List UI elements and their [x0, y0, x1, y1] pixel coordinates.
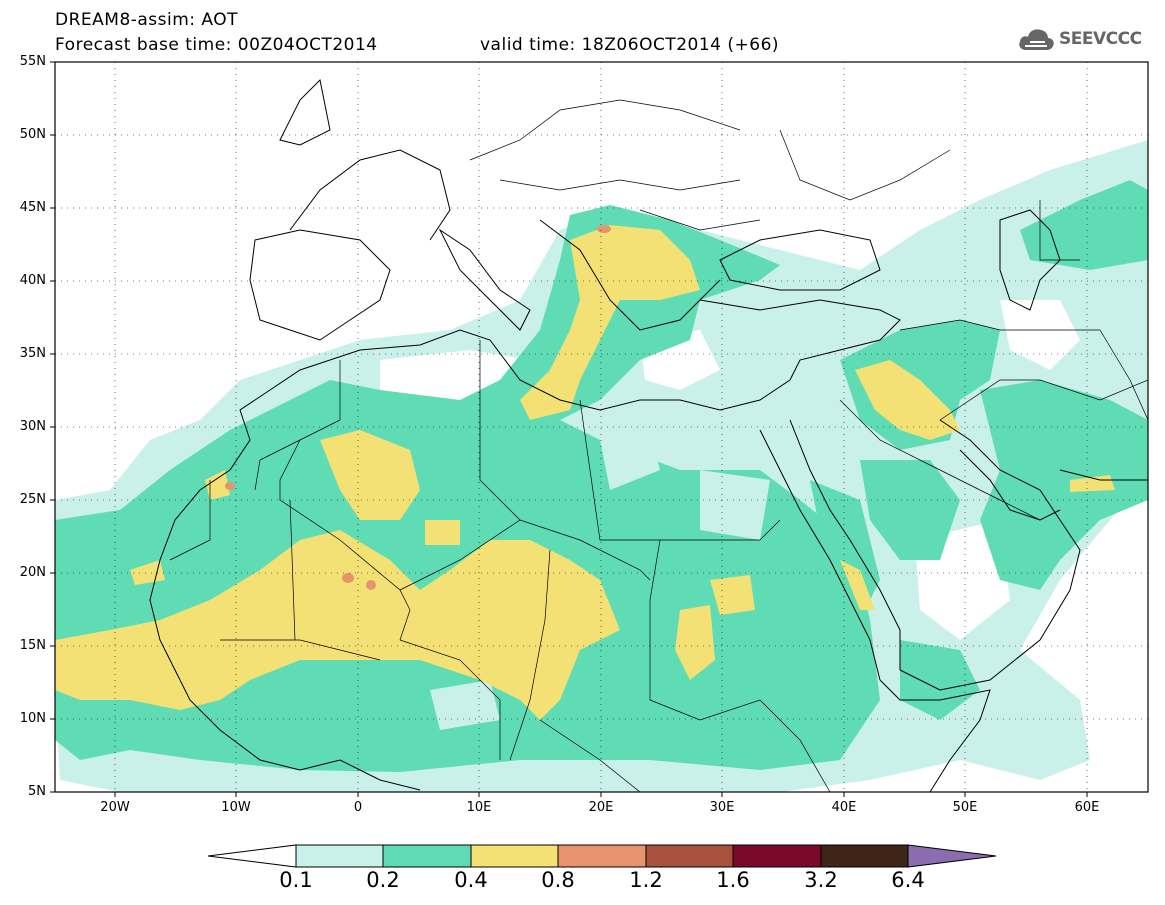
- lon-label: 10E: [466, 800, 492, 815]
- colorbar-label: 0.4: [454, 868, 488, 892]
- lat-label: 25N: [19, 492, 46, 507]
- lat-label: 45N: [19, 200, 46, 215]
- aot-level-0.4: [55, 225, 1115, 720]
- lon-label: 20E: [588, 800, 614, 815]
- valid-time: valid time: 18Z06OCT2014 (+66): [480, 35, 780, 55]
- borders: [169, 99, 1148, 792]
- lon-label: 20W: [100, 800, 130, 815]
- cloud-icon: [1019, 29, 1054, 50]
- lat-label: 5N: [28, 784, 46, 799]
- lat-label: 15N: [19, 638, 46, 653]
- lat-label: 50N: [19, 127, 46, 142]
- gridlines: [55, 62, 1148, 792]
- colorbar-label: 1.6: [716, 868, 750, 892]
- lon-label: 10W: [221, 800, 251, 815]
- lat-label: 35N: [19, 346, 46, 361]
- colorbar-label: 6.4: [891, 868, 925, 892]
- aot-level-0.8: [225, 225, 611, 590]
- lon-label: 30E: [709, 800, 735, 815]
- lon-label: 60E: [1074, 800, 1100, 815]
- lat-label: 10N: [19, 711, 46, 726]
- colorbar-label: 0.8: [541, 868, 575, 892]
- lat-label: 40N: [19, 273, 46, 288]
- logo-text: SEEVCCC: [1059, 29, 1142, 49]
- lat-label: 20N: [19, 565, 46, 580]
- map-title: DREAM8-assim: AOT: [55, 10, 239, 30]
- lon-label: 40E: [831, 800, 857, 815]
- forecast-base-time: Forecast base time: 00Z04OCT2014: [55, 35, 378, 55]
- lighter-pockets: [430, 430, 770, 730]
- coastlines: [149, 78, 1148, 792]
- colorbar-label: 0.2: [366, 868, 400, 892]
- lon-label: 0: [353, 800, 363, 815]
- colorbar-label: 3.2: [804, 868, 838, 892]
- colorbar-label: 0.1: [279, 868, 313, 892]
- lat-label: 55N: [19, 54, 46, 69]
- lat-label: 30N: [19, 419, 46, 434]
- lon-label: 50E: [952, 800, 978, 815]
- colorbar-label: 1.2: [629, 868, 663, 892]
- seevccc-logo: SEEVCCC: [1017, 26, 1142, 52]
